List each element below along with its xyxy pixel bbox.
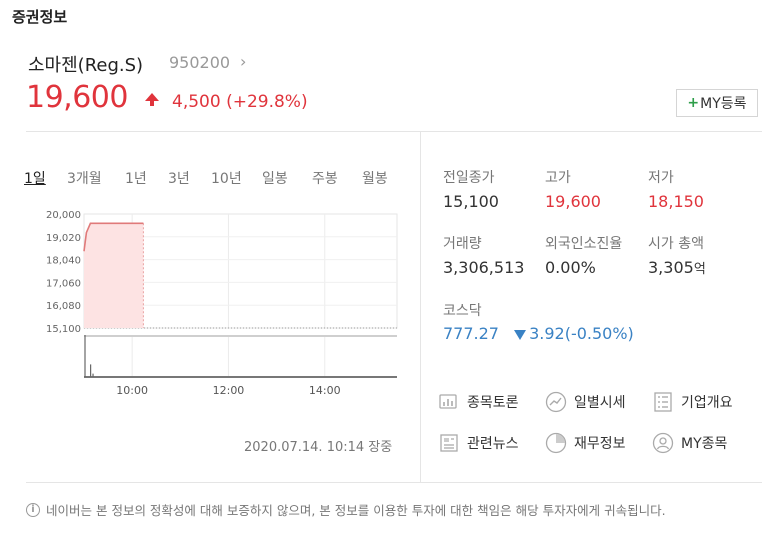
- kosdaq-label[interactable]: 코스닥: [443, 303, 482, 319]
- plus-icon: +: [687, 95, 700, 111]
- kosdaq-value: 777.27: [443, 324, 499, 343]
- daily-price-icon: [545, 391, 567, 413]
- my-register-button[interactable]: + MY등록: [676, 89, 758, 117]
- tab-monthly-candle[interactable]: 월봉: [362, 171, 388, 187]
- down-arrow-icon: [514, 324, 529, 343]
- tab-daily-candle[interactable]: 일봉: [262, 171, 288, 187]
- menu-label: 관련뉴스: [467, 436, 519, 452]
- high-value: 19,600: [545, 192, 601, 211]
- company-overview-icon: [654, 392, 672, 412]
- menu-label: 종목토론: [467, 395, 519, 411]
- kosdaq-change-pct: (-0.50%): [564, 324, 634, 343]
- menu-label: 일별시세: [574, 395, 626, 411]
- discussion-icon: [439, 394, 457, 409]
- foreign-ratio-label: 외국인소진율: [545, 236, 623, 252]
- tab-1-day[interactable]: 1일: [24, 171, 46, 187]
- info-icon: i: [26, 502, 40, 517]
- divider: [26, 482, 762, 483]
- disclaimer-text: 네이버는 본 정보의 정확성에 대해 보증하지 않으며, 본 정보를 이용한 투…: [46, 503, 666, 518]
- foreign-ratio-value: 0.00%: [545, 258, 596, 277]
- financial-icon: [545, 432, 567, 454]
- price-line: [83, 222, 144, 252]
- menu-my-stock[interactable]: MY종목: [652, 432, 727, 454]
- current-price: 19,600: [26, 80, 128, 115]
- tab-3-month[interactable]: 3개월: [67, 171, 102, 187]
- price-change: 4,500 (+29.8%): [172, 92, 308, 112]
- x-tick-label: 10:00: [116, 384, 148, 394]
- menu-news[interactable]: 관련뉴스: [438, 432, 519, 454]
- market-cap-number: 3,305: [648, 258, 694, 277]
- prev-close-label: 전일종가: [443, 170, 495, 186]
- kosdaq-index: 777.27 3.92(-0.50%): [443, 324, 634, 343]
- menu-financial[interactable]: 재무정보: [545, 432, 626, 454]
- menu-daily-price[interactable]: 일별시세: [545, 391, 626, 413]
- x-tick-label: 12:00: [213, 384, 245, 394]
- volume-value: 3,306,513: [443, 258, 525, 277]
- up-arrow-icon: [145, 93, 159, 101]
- menu-discussion[interactable]: 종목토론: [438, 391, 519, 413]
- period-tabs: 1일 3개월 1년 3년 10년 일봉 주봉 월봉: [24, 168, 404, 188]
- market-cap-label: 시가 총액: [648, 236, 704, 252]
- menu-label: MY종목: [681, 436, 728, 452]
- market-cap-value: 3,305억: [648, 258, 706, 277]
- price-chart[interactable]: 20,000 19,020 18,040 17,060 16,080 15,100 10:0…: [40, 204, 400, 394]
- disclaimer: i 네이버는 본 정보의 정확성에 대해 보증하지 않으며, 본 정보를 이용한…: [26, 500, 666, 519]
- menu-label: 재무정보: [574, 436, 626, 452]
- x-tick-label: 14:00: [309, 384, 341, 394]
- volume-label: 거래량: [443, 236, 482, 252]
- y-tick-label: 19,020: [46, 233, 81, 244]
- divider: [26, 131, 762, 132]
- up-arrow-stem: [150, 100, 154, 106]
- kosdaq-change: 3.92: [529, 324, 565, 343]
- prev-close-value: 15,100: [443, 192, 499, 211]
- news-icon: [440, 434, 458, 452]
- stock-name[interactable]: 소마젠(Reg.S): [28, 55, 144, 76]
- low-label: 저가: [648, 170, 674, 186]
- price-area: [84, 223, 144, 328]
- section-title: 증권정보: [12, 8, 68, 26]
- my-register-label: MY등록: [700, 96, 747, 112]
- y-tick-label: 17,060: [46, 278, 81, 289]
- y-tick-label: 15,100: [46, 324, 81, 335]
- tab-weekly-candle[interactable]: 주봉: [312, 171, 338, 187]
- high-label: 고가: [545, 170, 571, 186]
- chevron-right-icon[interactable]: ›: [240, 52, 247, 71]
- low-value: 18,150: [648, 192, 704, 211]
- timestamp: 2020.07.14. 10:14 장중: [244, 440, 393, 455]
- my-stock-icon: [652, 432, 674, 454]
- stock-code[interactable]: 950200: [169, 53, 231, 72]
- tab-3-year[interactable]: 3년: [168, 171, 190, 187]
- y-tick-label: 18,040: [46, 256, 81, 267]
- menu-company-overview[interactable]: 기업개요: [652, 391, 733, 413]
- menu-label: 기업개요: [681, 395, 733, 411]
- vertical-divider: [420, 132, 421, 482]
- market-cap-unit: 억: [693, 262, 706, 277]
- tab-10-year[interactable]: 10년: [211, 171, 242, 187]
- y-tick-label: 20,000: [46, 210, 81, 221]
- y-tick-label: 16,080: [46, 301, 81, 312]
- tab-1-year[interactable]: 1년: [125, 171, 147, 187]
